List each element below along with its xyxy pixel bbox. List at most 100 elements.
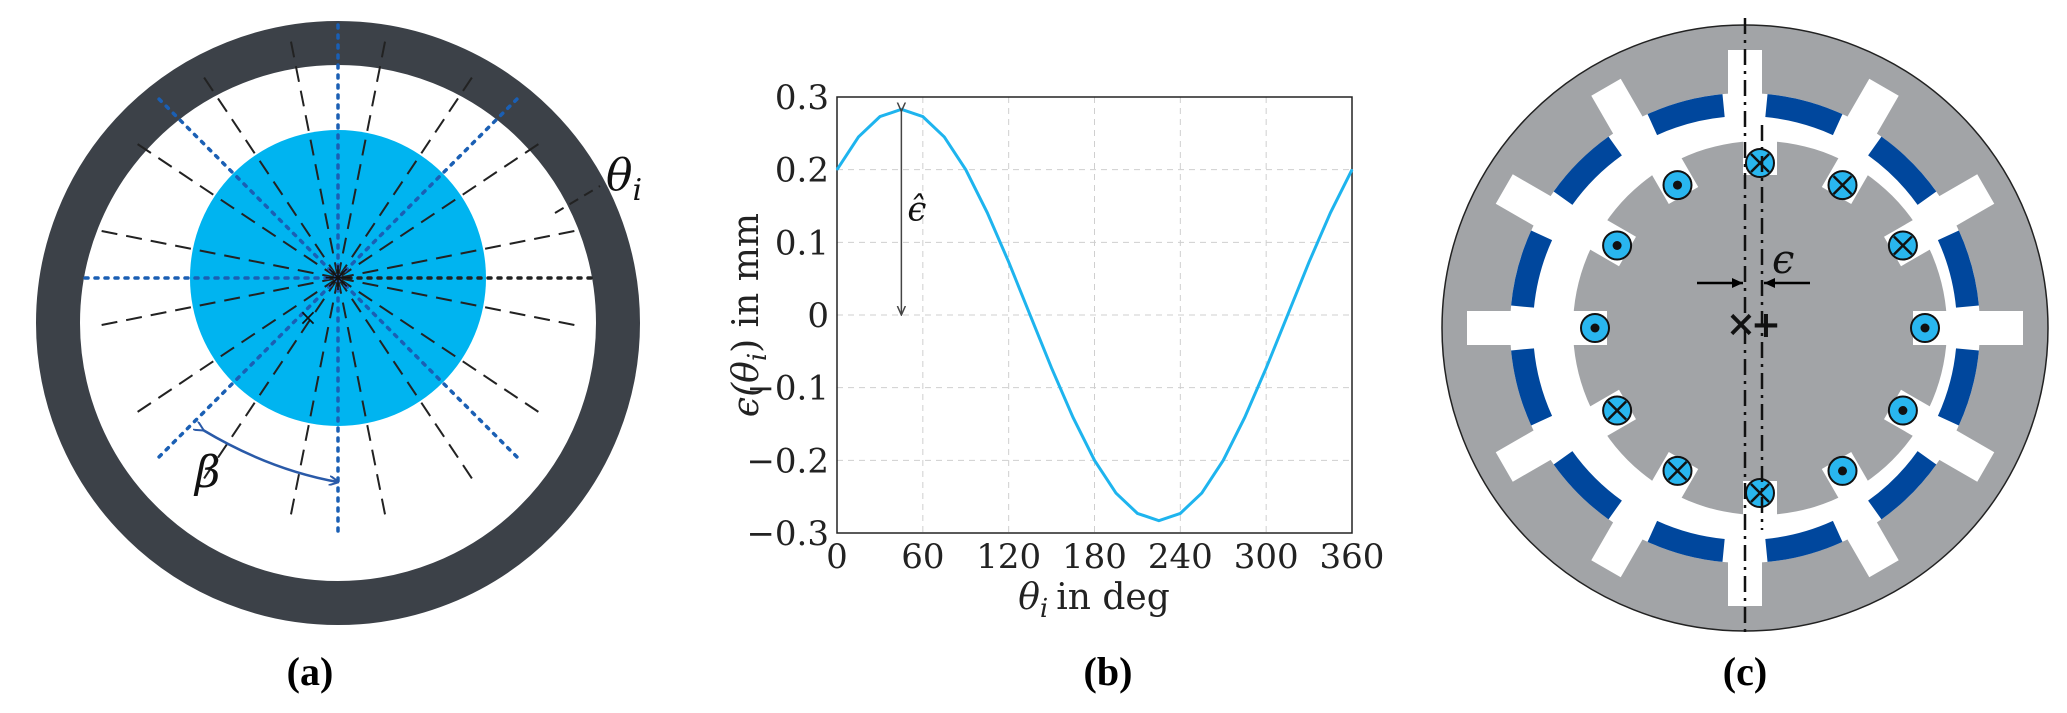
data-point — [1050, 367, 1053, 369]
y-tick-labels: 0.3 0.2 0.1 0 −0.1 −0.2 −0.3 — [746, 78, 829, 554]
x-tick-label: 360 — [1320, 537, 1385, 577]
magnet-segment — [1553, 136, 1622, 205]
data-point — [964, 168, 967, 171]
coil-cross-mark — [1832, 175, 1853, 195]
diagram-c: × + ϵ — [1441, 18, 2049, 632]
housing-slot — [1728, 50, 1762, 106]
data-point — [1286, 314, 1289, 316]
coil-dot-mark — [1612, 241, 1622, 250]
magnet-segments — [1511, 94, 1979, 562]
dashed-radial-line — [201, 73, 339, 279]
y-tick-label: 0 — [807, 296, 829, 336]
y-tick-label: 0.1 — [775, 223, 829, 263]
coil-dot-mark — [1838, 466, 1847, 476]
housing-slot — [1495, 174, 1562, 232]
coil-cross-mark — [1893, 235, 1913, 256]
data-point — [1136, 512, 1139, 515]
theta-indicator-line — [554, 185, 601, 214]
stator-ring — [36, 21, 640, 625]
data-point — [1007, 261, 1010, 263]
coil-cross-mark — [1607, 400, 1627, 421]
coil-dot-mark — [1590, 323, 1600, 333]
housing-slot — [1928, 424, 1995, 482]
x-tick-label: 300 — [1234, 537, 1299, 577]
dotted-radial-line — [336, 93, 523, 280]
dashed-radial-line — [133, 277, 339, 415]
coil-cross-mark — [1667, 461, 1688, 481]
x-tick-label: 180 — [1062, 537, 1127, 577]
dashed-radial-line — [337, 141, 543, 279]
magnet-segment — [1647, 94, 1725, 136]
data-point — [1265, 367, 1267, 369]
stator-center-plus-icon: + — [1751, 304, 1781, 346]
housing-slot — [1591, 78, 1649, 145]
housing-slot — [1591, 511, 1649, 578]
x-tick-labels: 0 60 120 180 240 300 360 — [826, 537, 1384, 577]
magnet-segment — [1868, 451, 1937, 520]
x-tick-label: 240 — [1148, 537, 1213, 577]
y-tick-label: −0.3 — [746, 514, 829, 554]
data-point — [1243, 416, 1246, 419]
chart-grid — [836, 96, 1353, 534]
data-point — [1072, 416, 1074, 419]
coil-cross-mark — [1750, 153, 1770, 173]
y-axis-label: ϵ(θi) in mm — [726, 213, 773, 417]
magnet-segment — [1553, 451, 1622, 520]
x-tick-label: 120 — [976, 537, 1041, 577]
dotted-radial-line — [153, 276, 340, 463]
panel-label-c: (c) — [1722, 649, 1768, 694]
magnet-segment — [1765, 94, 1843, 136]
dashed-radial-line — [337, 277, 475, 483]
data-point — [836, 168, 838, 171]
epsilon-label: ϵ — [1772, 237, 1794, 283]
magnet-segment — [1937, 230, 1979, 308]
dashed-radial-line — [289, 37, 339, 279]
dashed-radial-line — [337, 277, 387, 519]
magnet-segment — [1765, 520, 1843, 562]
diagram-a: ✳ × θi β — [36, 17, 642, 625]
panel-label-a: (a) — [286, 649, 334, 694]
housing-slot — [1841, 511, 1899, 578]
y-tick-label: −0.1 — [746, 369, 829, 409]
data-point — [857, 136, 860, 138]
data-point — [1093, 459, 1096, 462]
magnet-segment — [1511, 348, 1553, 426]
dashed-radial-line — [337, 277, 579, 327]
dotted-radial-lines — [77, 17, 599, 539]
stator-core — [1573, 141, 1947, 515]
y-tick-label: 0.2 — [775, 151, 829, 191]
x-tick-label: 0 — [826, 537, 848, 577]
housing-slot — [1467, 311, 1523, 345]
beta-arc — [203, 430, 338, 482]
housing-slot — [1967, 311, 2023, 345]
data-point — [1351, 168, 1353, 171]
magnet-segment — [1937, 348, 1979, 426]
dashed-radial-lines — [97, 37, 579, 519]
data-point — [900, 108, 903, 111]
magnet-segment — [1647, 520, 1725, 562]
coil-cross-mark — [1750, 483, 1770, 503]
x-axis-label: θi in deg — [1018, 577, 1170, 624]
dashed-radial-line — [337, 277, 543, 415]
theta-label: θi — [606, 150, 642, 208]
housing-slots — [1467, 50, 2023, 606]
series-points — [836, 108, 1353, 522]
dashed-radial-line — [337, 229, 579, 279]
data-point — [1200, 492, 1203, 494]
data-point — [922, 115, 924, 118]
dotted-radial-line — [153, 93, 340, 280]
magnet-segment — [1511, 230, 1553, 308]
data-point — [1029, 314, 1031, 316]
coil-dot-mark — [1920, 323, 1930, 333]
dashed-radial-line — [97, 277, 339, 327]
coil-dot-mark — [1898, 406, 1908, 415]
housing-slot — [1928, 174, 1995, 232]
dashed-radial-line — [97, 229, 339, 279]
dashed-radial-line — [337, 37, 387, 279]
dashed-radial-line — [337, 73, 475, 279]
panel-label-b: (b) — [1083, 649, 1133, 694]
data-point — [1329, 211, 1332, 214]
chart-b: 0 60 120 180 240 300 360 0.3 0.2 0.1 0 −0.1 −0.2 −0.… — [726, 78, 1384, 624]
beta-label: β — [193, 447, 220, 498]
